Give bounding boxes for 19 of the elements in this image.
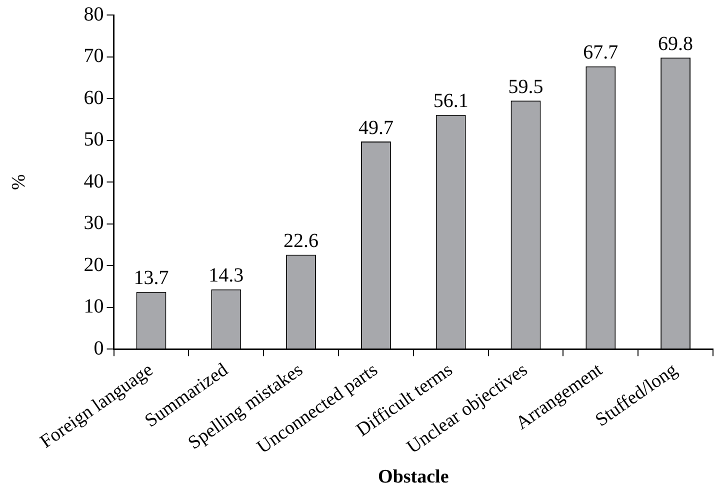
data-label: 67.7 [583, 42, 618, 64]
data-label: 56.1 [433, 90, 468, 112]
y-tick-label: 60 [84, 86, 104, 109]
y-tick-label: 80 [84, 3, 104, 26]
y-tick-label: 50 [84, 128, 104, 151]
y-tick-label: 0 [94, 337, 104, 360]
data-label: 13.7 [134, 267, 169, 290]
data-label: 59.5 [508, 76, 544, 98]
y-tick-label: 30 [84, 212, 104, 234]
x-axis-title: Obstacle [378, 466, 449, 488]
data-label: 14.3 [208, 264, 244, 287]
y-tick-label: 10 [84, 296, 104, 318]
data-label: 22.6 [284, 230, 319, 252]
data-label: 49.7 [358, 116, 394, 139]
y-tick-label: 40 [84, 170, 104, 192]
data-label: 69.8 [658, 32, 694, 55]
y-tick-label: 20 [84, 254, 104, 276]
y-tick-label: 70 [84, 45, 104, 68]
y-axis-title: % [8, 174, 30, 190]
